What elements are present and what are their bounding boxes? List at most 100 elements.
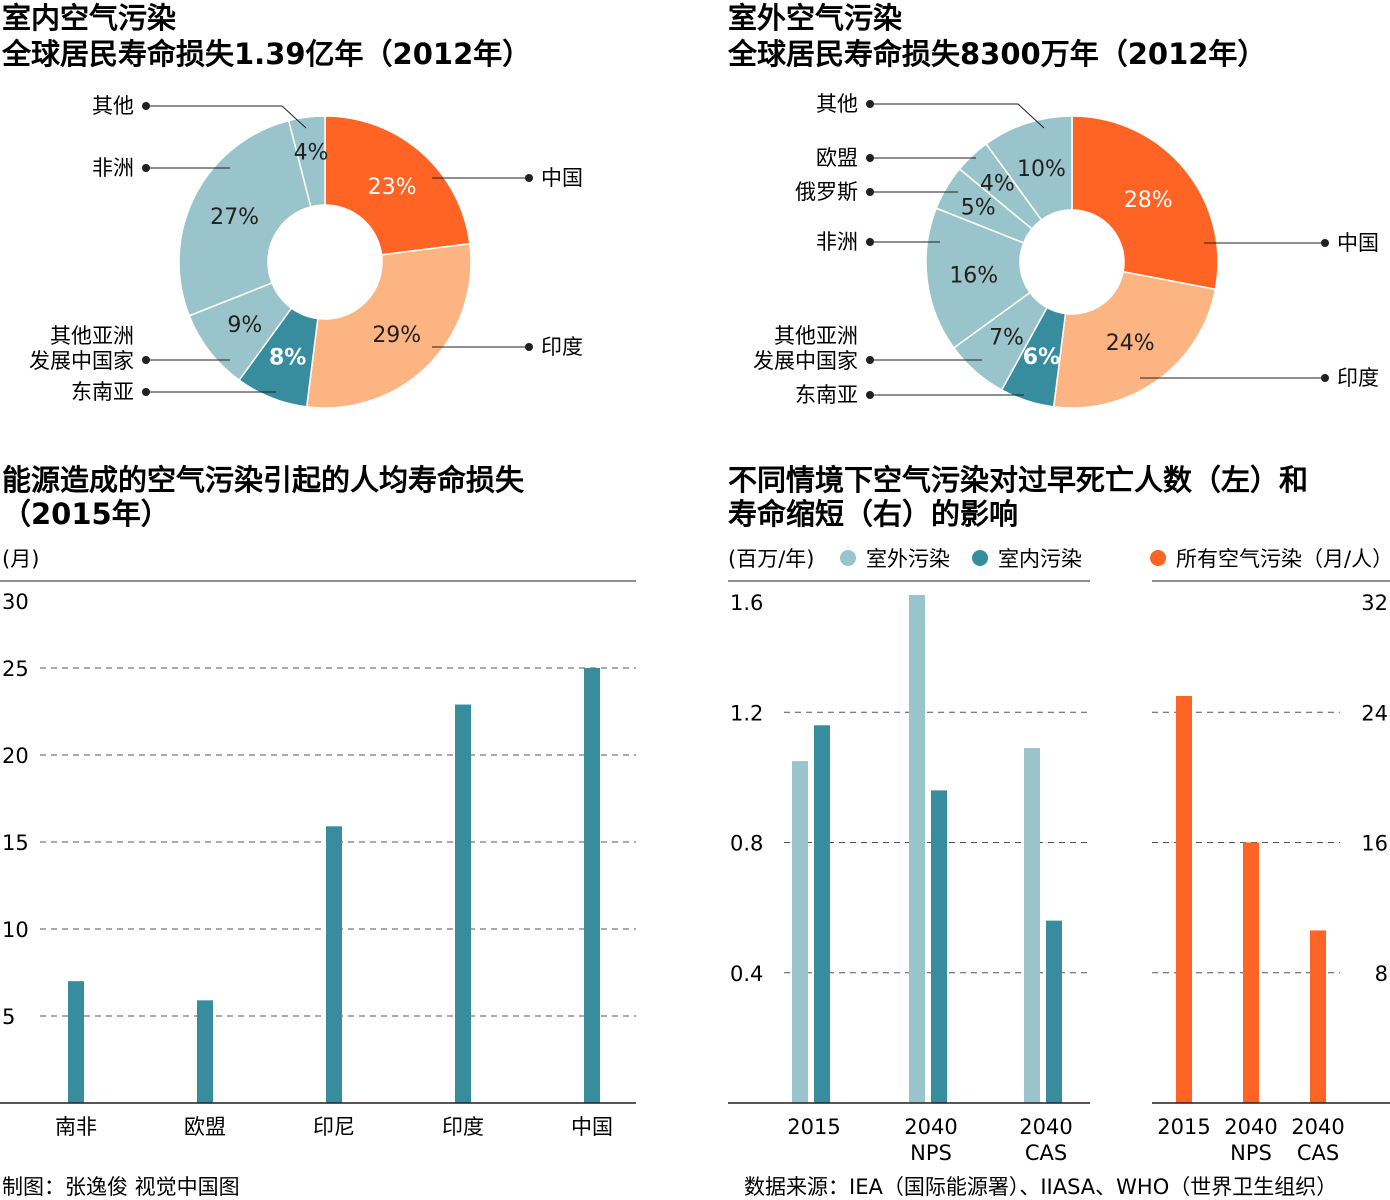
leader-dot (142, 356, 150, 364)
legend-indoor-swatch (972, 550, 988, 566)
indoor-pie-slice-percent: 29% (372, 323, 421, 348)
outdoor-pie-slice (985, 115, 1073, 221)
life-loss-bar (584, 668, 600, 1103)
outdoor-pie-slice-percent: 16% (949, 263, 998, 288)
life-loss-bar (326, 826, 342, 1103)
outdoor-pie-slices: 28%24%6%7%16%5%4%10% (925, 115, 1219, 409)
outdoor-pie-slice-percent: 28% (1124, 188, 1173, 213)
legend-indoor-label: 室内污染 (998, 547, 1082, 571)
indoor-label-other-asia-line2: 发展中国家 (29, 349, 134, 373)
outdoor-pie-slice (925, 207, 1031, 349)
life-loss-title-line2: （2015年） (2, 497, 170, 531)
outdoor-pie-title-line2: 全球居民寿命损失8300万年（2012年） (727, 37, 1266, 71)
outdoor-label-southeast-asia: 东南亚 (795, 383, 858, 407)
outdoor-label-eu: 欧盟 (816, 146, 858, 170)
y-tick-label: 1.2 (730, 701, 763, 725)
all-pollution-bar (1176, 695, 1192, 1103)
indoor-label-china: 中国 (541, 166, 583, 190)
legend-all-label: 所有空气污染（月/人） (1176, 547, 1390, 571)
y-tick-label: 24 (1361, 701, 1388, 725)
indoor-pie-slice-percent: 27% (210, 205, 259, 230)
x-tick-label: 2040 (1019, 1115, 1072, 1139)
leader-dot (866, 188, 874, 196)
scenario-title-line1: 不同情境下空气污染对过早死亡人数（左）和 (728, 463, 1308, 497)
life-loss-bar (455, 704, 471, 1103)
outdoor-bar (1024, 748, 1040, 1103)
x-tick-label: 2015 (787, 1115, 840, 1139)
indoor-bar (931, 790, 947, 1103)
y-tick-label: 16 (1361, 832, 1388, 856)
scenario-left-ylabel: (百万/年) (728, 547, 814, 571)
outdoor-label-other-asia-line1: 其他亚洲 (774, 324, 858, 348)
y-tick-label: 5 (2, 1005, 15, 1029)
leader-dot (142, 388, 150, 396)
x-tick-label: NPS (910, 1141, 952, 1165)
indoor-pie-title-line2: 全球居民寿命损失1.39亿年（2012年） (1, 37, 531, 71)
x-tick-label: 印尼 (313, 1115, 355, 1139)
all-pollution-bar (1310, 930, 1326, 1103)
outdoor-label-china: 中国 (1337, 231, 1379, 255)
footer-source: 数据来源：IEA（国际能源署）、IIASA、WHO（世界卫生组织） (744, 1175, 1337, 1199)
outdoor-bar (792, 761, 808, 1103)
life-loss-ylabel: (月) (2, 547, 39, 571)
y-tick-label: 8 (1375, 962, 1388, 986)
indoor-pie-slice (287, 115, 326, 208)
life-loss-bars (68, 668, 600, 1103)
indoor-pie-slice (324, 115, 471, 256)
indoor-pie-title-line1: 室内空气污染 (2, 1, 176, 35)
x-tick-label: 2040 (904, 1115, 957, 1139)
outdoor-pie-panel: 室外空气污染 全球居民寿命损失8300万年（2012年） 28% 24% 6%7% 1… (727, 1, 1379, 409)
y-tick-label: 1.6 (730, 591, 763, 615)
indoor-pie-slices: 23% 29% 8% 9% 27% 4% (178, 115, 472, 409)
leader-dot (866, 154, 874, 162)
indoor-pie-slice-percent: 4% (294, 140, 329, 165)
life-loss-bar (68, 981, 84, 1103)
y-tick-label: 32 (1361, 591, 1388, 615)
y-tick-label: 25 (2, 657, 29, 681)
indoor-pie-slice-percent: 23% (368, 175, 417, 200)
leader-dot (866, 100, 874, 108)
outdoor-label-other-asia-line2: 发展中国家 (753, 349, 858, 373)
indoor-bar (814, 725, 830, 1103)
x-tick-label: 南非 (55, 1115, 97, 1139)
x-tick-label: 印度 (442, 1115, 484, 1139)
leader-dot (142, 164, 150, 172)
leader-dot (866, 238, 874, 246)
x-tick-label: CAS (1025, 1141, 1067, 1165)
leader-dot (866, 356, 874, 364)
indoor-label-india: 印度 (541, 335, 583, 359)
scenario-right-bars (1176, 695, 1326, 1103)
leader-dot (866, 391, 874, 399)
legend-outdoor-swatch (840, 550, 856, 566)
outdoor-label-africa: 非洲 (816, 230, 858, 254)
scenario-panel: 不同情境下空气污染对过早死亡人数（左）和 寿命缩短（右）的影响 (百万/年) 室… (728, 463, 1390, 1165)
life-loss-xlabels: 南非 欧盟 印尼 印度 中国 (55, 1115, 613, 1139)
indoor-bar (1046, 920, 1062, 1103)
indoor-label-southeast-asia: 东南亚 (71, 380, 134, 404)
indoor-pie-panel: 室内空气污染 全球居民寿命损失1.39亿年（2012年） 23%29%8%9%2… (1, 1, 583, 409)
outdoor-label-other: 其他 (816, 92, 858, 116)
x-tick-label: 2040 (1291, 1115, 1344, 1139)
indoor-pie-slice (178, 119, 312, 317)
indoor-pie-slice-percent: 9% (227, 313, 262, 338)
outdoor-pie-slice (1071, 115, 1219, 291)
x-tick-label: NPS (1230, 1141, 1272, 1165)
legend-outdoor-label: 室外污染 (866, 547, 950, 571)
leader-dot (525, 343, 533, 351)
leader-dot (525, 174, 533, 182)
scenario-left-yticks: 1.6 1.2 0.8 0.4 (730, 591, 763, 986)
y-tick-label: 30 (2, 590, 29, 614)
indoor-label-other-asia-line1: 其他亚洲 (50, 324, 134, 348)
y-tick-label: 20 (2, 744, 29, 768)
x-tick-label: CAS (1297, 1141, 1339, 1165)
indoor-label-africa: 非洲 (92, 156, 134, 180)
outdoor-label-russia: 俄罗斯 (795, 180, 858, 204)
indoor-pie-slice (305, 242, 472, 409)
outdoor-pie-slice-percent: 7% (989, 325, 1024, 350)
life-loss-bar (197, 1000, 213, 1103)
y-tick-label: 15 (2, 831, 29, 855)
leader-dot (1321, 374, 1329, 382)
outdoor-pie-slice-percent: 10% (1017, 157, 1066, 182)
scenario-left-bars (792, 595, 1062, 1103)
